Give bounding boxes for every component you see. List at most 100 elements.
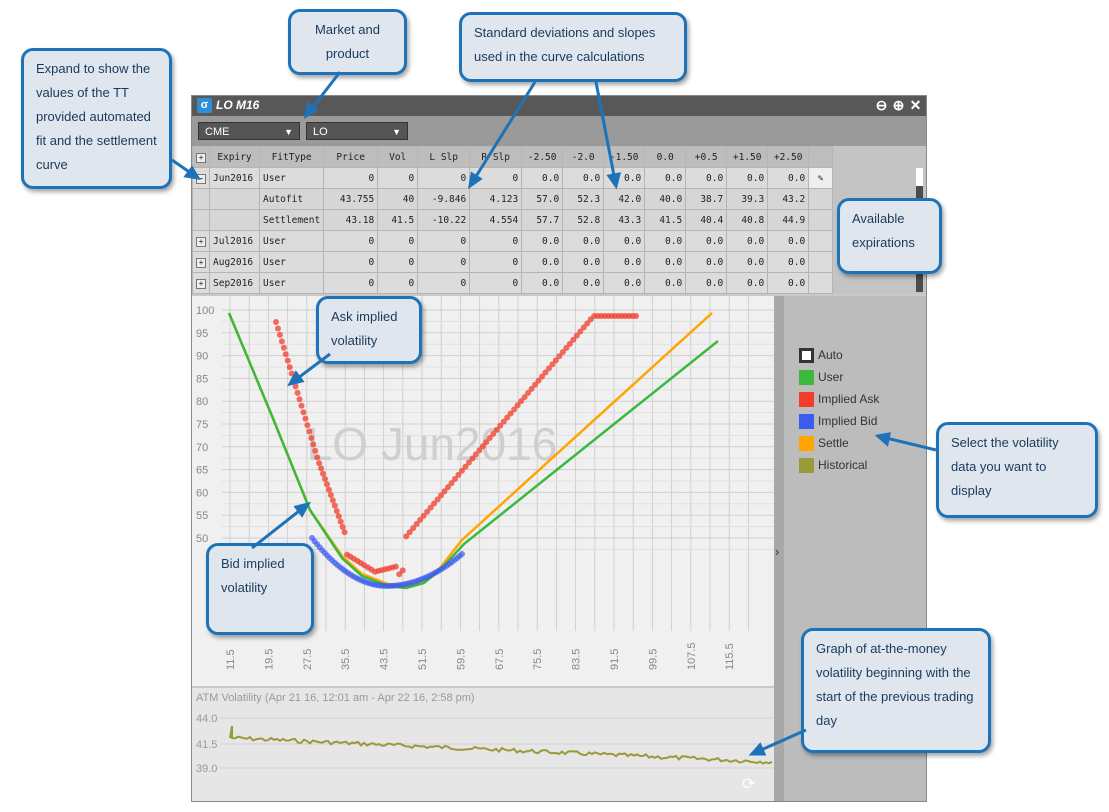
table-row[interactable]: − Jun2016 User 0 0 0 0 0.0 0.0 0.0 0.0 0.0 0.0 0.0 ✎ [192,167,834,189]
legend-swatch[interactable] [799,347,814,363]
table-row[interactable]: + Aug2016 User 0 0 0 0 0.0 0.0 0.0 0.0 0.0 0.0 0.0 [192,251,834,273]
expand-toggle[interactable]: − [192,167,210,189]
value-cell[interactable]: 0.0 [644,230,687,252]
value-cell[interactable]: 0.0 [726,251,769,273]
value-cell[interactable]: 0.0 [562,272,605,294]
column-header[interactable]: Expiry [209,146,260,168]
value-cell[interactable]: 41.5 [644,209,687,231]
add-icon[interactable]: ⊕ [892,97,905,113]
close-icon[interactable]: ✕ [909,97,922,113]
value-cell[interactable]: 0 [323,230,379,252]
legend-item[interactable]: Settle [799,432,879,454]
column-header[interactable]: -2.50 [521,146,564,168]
value-cell[interactable]: 4.554 [469,209,523,231]
column-header[interactable]: -1.50 [603,146,646,168]
fittype-cell[interactable]: Settlement [258,209,325,231]
value-cell[interactable]: 0.0 [767,167,810,189]
value-cell[interactable]: 0 [469,167,523,189]
value-cell[interactable]: 0 [417,251,471,273]
fittype-cell[interactable]: Autofit [258,188,325,210]
value-cell[interactable]: 0.0 [521,272,564,294]
value-cell[interactable]: 0.0 [644,167,687,189]
value-cell[interactable]: 0 [377,272,419,294]
value-cell[interactable]: 0.0 [603,167,646,189]
value-cell[interactable]: 43.2 [767,188,810,210]
value-cell[interactable]: 0 [469,230,523,252]
value-cell[interactable]: 38.7 [685,188,728,210]
legend-item[interactable]: User [799,366,879,388]
value-cell[interactable]: 0.0 [726,272,769,294]
legend-item[interactable]: Implied Bid [799,410,879,432]
column-header[interactable]: Vol [377,146,419,168]
fittype-cell[interactable]: User [258,167,325,189]
value-cell[interactable]: 0 [377,167,419,189]
table-row[interactable]: Settlement 43.18 41.5 -10.22 4.554 57.7 52.8 43… [192,209,834,231]
fittype-cell[interactable]: User [258,230,325,252]
value-cell[interactable]: 40.8 [726,209,769,231]
value-cell[interactable]: 0.0 [685,230,728,252]
value-cell[interactable]: 0.0 [562,230,605,252]
value-cell[interactable]: 4.123 [469,188,523,210]
expand-toggle[interactable]: + [192,230,210,252]
edit-cell[interactable] [808,188,834,210]
column-header[interactable]: +2.50 [767,146,810,168]
value-cell[interactable]: 0 [417,167,471,189]
value-cell[interactable]: 0.0 [562,251,605,273]
legend-swatch[interactable] [799,457,814,473]
column-header[interactable]: Price [323,146,379,168]
column-header[interactable]: -2.0 [562,146,605,168]
legend-item[interactable]: Implied Ask [799,388,879,410]
value-cell[interactable]: 52.3 [562,188,605,210]
value-cell[interactable]: 0 [417,272,471,294]
column-header[interactable]: L Slp [417,146,471,168]
column-header[interactable]: FitType [258,146,325,168]
value-cell[interactable]: 0.0 [603,251,646,273]
value-cell[interactable]: 0.0 [685,251,728,273]
value-cell[interactable]: 40.4 [685,209,728,231]
value-cell[interactable]: 0.0 [685,167,728,189]
edit-cell[interactable] [808,251,834,273]
value-cell[interactable]: 0 [323,167,379,189]
value-cell[interactable]: 40.0 [644,188,687,210]
value-cell[interactable]: 39.3 [726,188,769,210]
edit-cell[interactable] [808,230,834,252]
value-cell[interactable]: 43.755 [323,188,379,210]
value-cell[interactable]: 0 [377,251,419,273]
column-header[interactable]: +0.5 [685,146,728,168]
value-cell[interactable]: 0.0 [603,272,646,294]
value-cell[interactable]: 0.0 [521,251,564,273]
value-cell[interactable]: 57.0 [521,188,564,210]
product-dropdown[interactable]: LO ▼ [306,122,408,140]
value-cell[interactable]: 0.0 [562,167,605,189]
value-cell[interactable]: 41.5 [377,209,419,231]
column-header[interactable]: R Slp [469,146,523,168]
market-dropdown[interactable]: CME ▼ [198,122,300,140]
value-cell[interactable]: 0.0 [644,251,687,273]
legend-swatch[interactable] [799,413,814,429]
table-row[interactable]: + Sep2016 User 0 0 0 0 0.0 0.0 0.0 0.0 0.0 0.0 0.0 [192,272,834,294]
value-cell[interactable]: 0.0 [726,230,769,252]
column-header[interactable]: 0.0 [644,146,687,168]
value-cell[interactable]: 0.0 [767,251,810,273]
value-cell[interactable]: 42.0 [603,188,646,210]
table-row[interactable]: Autofit 43.755 40 -9.846 4.123 57.0 52.3 42.0 40… [192,188,834,210]
value-cell[interactable]: 0 [469,272,523,294]
value-cell[interactable]: 0 [377,230,419,252]
value-cell[interactable]: 44.9 [767,209,810,231]
chevron-right-icon[interactable]: › [775,544,780,559]
expand-toggle[interactable]: + [192,272,210,294]
legend-swatch[interactable] [799,435,814,451]
value-cell[interactable]: 0.0 [603,230,646,252]
value-cell[interactable]: 0.0 [726,167,769,189]
refresh-icon[interactable]: ⟳ [742,776,756,793]
edit-cell[interactable] [808,209,834,231]
value-cell[interactable]: 0.0 [767,230,810,252]
value-cell[interactable]: 0.0 [767,272,810,294]
value-cell[interactable]: 0 [417,230,471,252]
expand-all-cell[interactable]: + [192,146,210,168]
value-cell[interactable]: -10.22 [417,209,471,231]
fittype-cell[interactable]: User [258,272,325,294]
scroll-thumb[interactable] [916,168,923,186]
value-cell[interactable]: 0.0 [521,167,564,189]
legend-item[interactable]: Historical [799,454,879,476]
